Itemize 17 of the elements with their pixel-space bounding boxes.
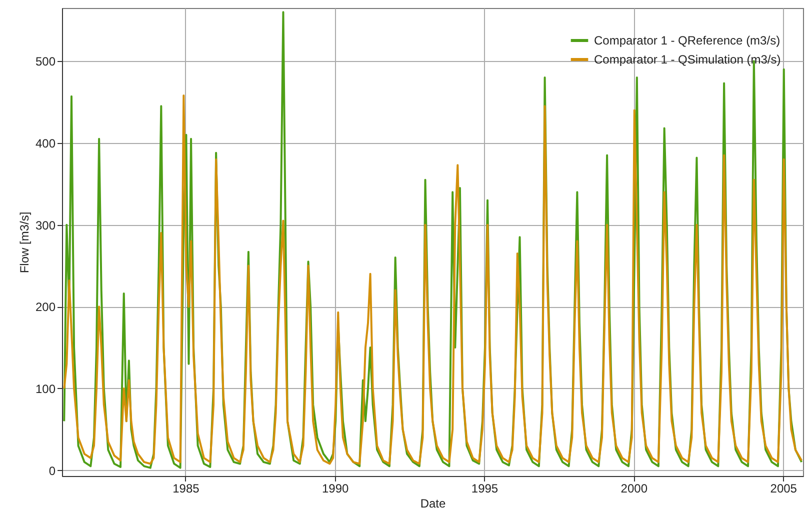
y-axis-title: Flow [m3/s] — [17, 212, 32, 274]
line-series — [63, 11, 803, 469]
legend-label: Comparator 1 - QSimulation (m3/s) — [594, 52, 781, 66]
x-tick-label: 1995 — [471, 482, 498, 496]
y-tick-label: 200 — [35, 300, 56, 314]
line-series — [63, 94, 803, 465]
legend-label: Comparator 1 - QReference (m3/s) — [594, 34, 780, 48]
x-tick-label: 1985 — [172, 482, 200, 496]
x-axis-title: Date — [420, 496, 446, 510]
x-tick-label: 2000 — [620, 482, 648, 496]
y-tick-label: 500 — [35, 54, 56, 69]
y-tick-label: 100 — [35, 382, 56, 396]
y-tick-label: 400 — [35, 136, 56, 150]
y-tick-label: 0 — [48, 464, 56, 478]
y-tick-label: 300 — [35, 218, 56, 232]
x-tick-label: 1990 — [322, 482, 350, 496]
x-tick-label: 2005 — [770, 482, 798, 496]
